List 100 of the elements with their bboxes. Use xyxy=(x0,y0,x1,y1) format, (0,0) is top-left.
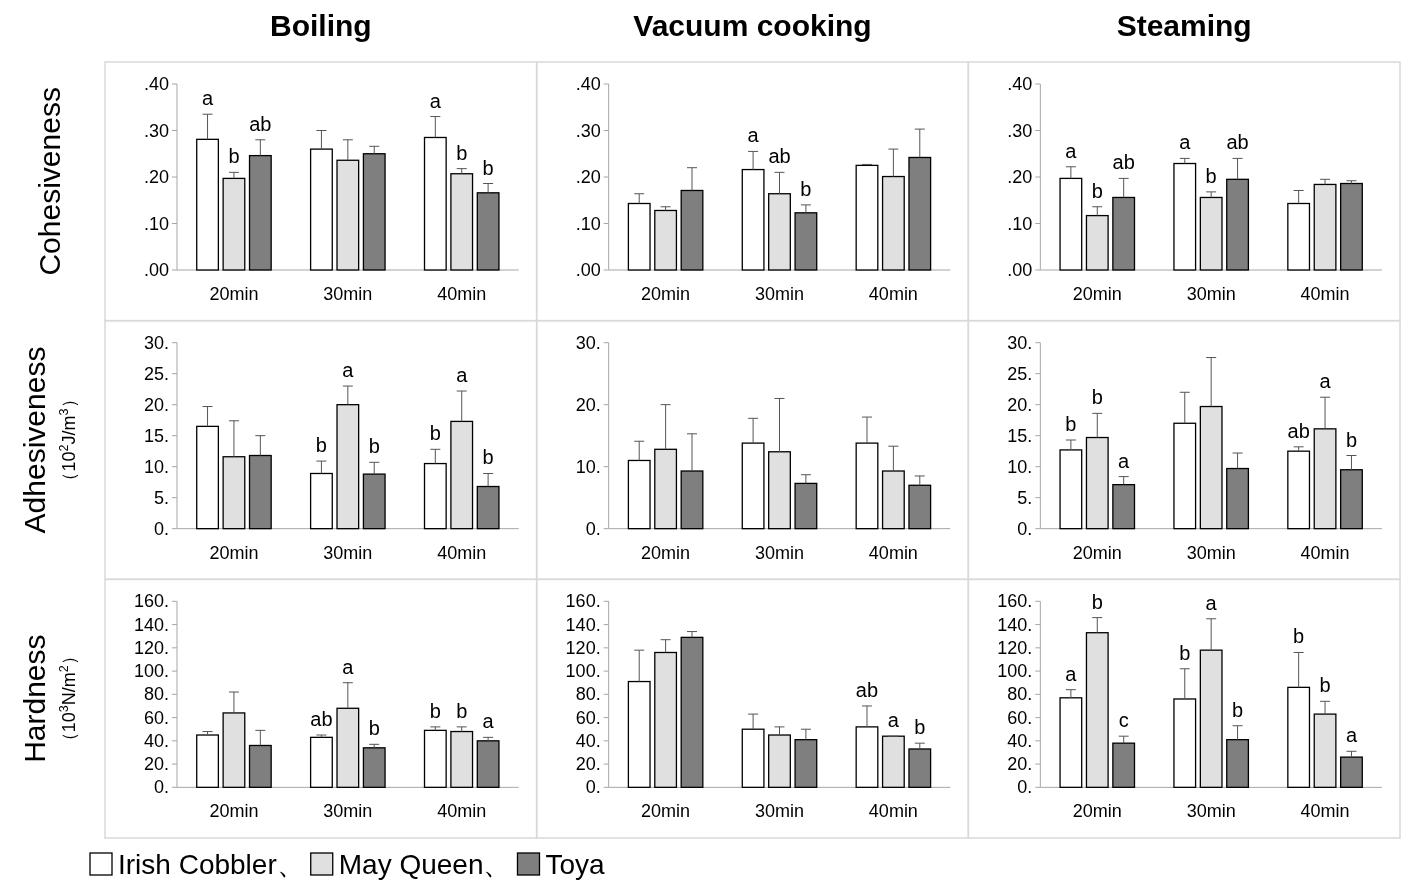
y-tick-label: 30. xyxy=(575,332,601,353)
data-label: b xyxy=(1319,674,1331,697)
chart-title: Vacuum cooking xyxy=(633,9,872,42)
x-tick-label: 30min xyxy=(754,542,805,563)
y-tick-label: .10 xyxy=(143,213,169,234)
data-label: a xyxy=(1345,724,1358,747)
data-label: ab xyxy=(1287,419,1310,442)
data-label: b xyxy=(368,717,380,740)
y-tick-label: 40. xyxy=(143,730,169,751)
data-label: b xyxy=(914,716,926,739)
data-label: a xyxy=(456,364,469,387)
y-tick-label: 20. xyxy=(1007,394,1033,415)
data-label: a xyxy=(1118,449,1131,472)
x-tick-label: 40min xyxy=(868,801,918,822)
data-label: b xyxy=(1091,386,1103,409)
y-axis-title: Cohesiveness xyxy=(33,87,66,276)
y-tick-label: .40 xyxy=(1007,74,1033,94)
data-label: a xyxy=(887,709,900,732)
y-tick-label: 20. xyxy=(1007,754,1033,775)
data-label: a xyxy=(747,124,760,147)
data-label: b xyxy=(456,699,468,722)
data-label: b xyxy=(1065,413,1077,436)
y-tick-label: 20. xyxy=(143,394,169,415)
x-tick-label: 30min xyxy=(1186,284,1236,304)
chart-title: Boiling xyxy=(270,9,372,42)
y-tick-label: 25. xyxy=(1007,363,1033,384)
y-tick-label: .40 xyxy=(575,74,601,94)
x-tick-label: 30min xyxy=(323,542,373,563)
y-tick-label: 160. xyxy=(997,591,1033,612)
data-label: b xyxy=(1293,625,1305,648)
data-label: ab xyxy=(1226,131,1249,154)
y-tick-label: 140. xyxy=(565,614,601,635)
y-tick-label: 10. xyxy=(1007,456,1033,477)
data-label: b xyxy=(1345,428,1358,451)
x-tick-label: 30min xyxy=(754,284,805,304)
y-tick-label: 15. xyxy=(143,425,169,446)
x-tick-label: 40min xyxy=(868,284,918,304)
legend-label: Toya xyxy=(545,849,606,880)
y-tick-label: 5. xyxy=(153,487,169,508)
y-tick-label: 30. xyxy=(1007,332,1033,353)
y-tick-label: 140. xyxy=(997,614,1033,635)
x-tick-label: 40min xyxy=(1300,542,1350,563)
x-tick-label: 40min xyxy=(437,542,487,563)
x-tick-label: 20min xyxy=(1072,542,1122,563)
y-tick-label: .00 xyxy=(1007,260,1033,280)
x-tick-label: 30min xyxy=(1186,801,1236,822)
chart-title: Steaming xyxy=(1116,9,1252,42)
y-tick-label: 0. xyxy=(585,518,601,539)
y-tick-label: 0. xyxy=(1017,518,1033,539)
data-label: b xyxy=(368,435,380,458)
data-label: b xyxy=(429,699,441,722)
y-tick-label: .20 xyxy=(575,167,601,187)
y-tick-label: 0. xyxy=(585,777,601,798)
y-tick-label: 5. xyxy=(1017,487,1033,508)
y-tick-label: 80. xyxy=(575,684,601,705)
y-tick-label: 40. xyxy=(1007,730,1033,751)
data-label: b xyxy=(1232,698,1244,721)
y-tick-label: .00 xyxy=(575,260,601,280)
y-tick-label: 20. xyxy=(575,394,601,415)
y-tick-label: 120. xyxy=(997,637,1033,658)
y-tick-label: .30 xyxy=(1007,120,1033,141)
y-tick-label: .20 xyxy=(143,167,169,187)
data-label: a xyxy=(1179,131,1192,154)
y-tick-label: 120. xyxy=(133,637,169,658)
data-label: b xyxy=(800,177,812,200)
data-label: b xyxy=(1179,641,1191,664)
x-tick-label: 30min xyxy=(323,801,373,822)
data-label: b xyxy=(429,422,441,445)
data-label: b xyxy=(482,446,494,469)
data-label: b xyxy=(315,434,327,457)
y-tick-label: 15. xyxy=(1007,425,1033,446)
legend-label: May Queen、 xyxy=(338,849,512,880)
y-tick-label: 100. xyxy=(133,661,169,682)
data-label: ab xyxy=(1112,151,1135,174)
data-label: b xyxy=(228,145,240,168)
data-label: a xyxy=(1319,370,1332,393)
data-label: a xyxy=(342,655,355,678)
y-tick-label: 60. xyxy=(143,707,169,728)
x-tick-label: 30min xyxy=(1186,542,1236,563)
y-tick-label: .00 xyxy=(143,260,169,280)
y-tick-label: .10 xyxy=(1007,213,1033,234)
x-tick-label: 20min xyxy=(209,284,259,304)
data-label: a xyxy=(342,359,355,382)
x-tick-label: 40min xyxy=(1300,801,1350,822)
x-tick-label: 30min xyxy=(754,801,805,822)
data-label: a xyxy=(1205,591,1218,614)
data-label: a xyxy=(429,89,442,112)
data-label: ab xyxy=(249,112,272,135)
y-tick-label: 140. xyxy=(133,614,169,635)
y-tick-label: 100. xyxy=(997,661,1033,682)
x-tick-label: 30min xyxy=(323,284,373,304)
y-tick-label: 25. xyxy=(143,363,169,384)
x-tick-label: 40min xyxy=(437,801,487,822)
y-tick-label: 80. xyxy=(143,684,169,705)
data-label: a xyxy=(1065,139,1078,162)
x-tick-label: 20min xyxy=(209,542,259,563)
y-tick-label: 80. xyxy=(1007,684,1033,705)
data-label: ab xyxy=(855,678,879,701)
x-tick-label: 40min xyxy=(868,542,918,563)
data-label: b xyxy=(1205,164,1217,187)
